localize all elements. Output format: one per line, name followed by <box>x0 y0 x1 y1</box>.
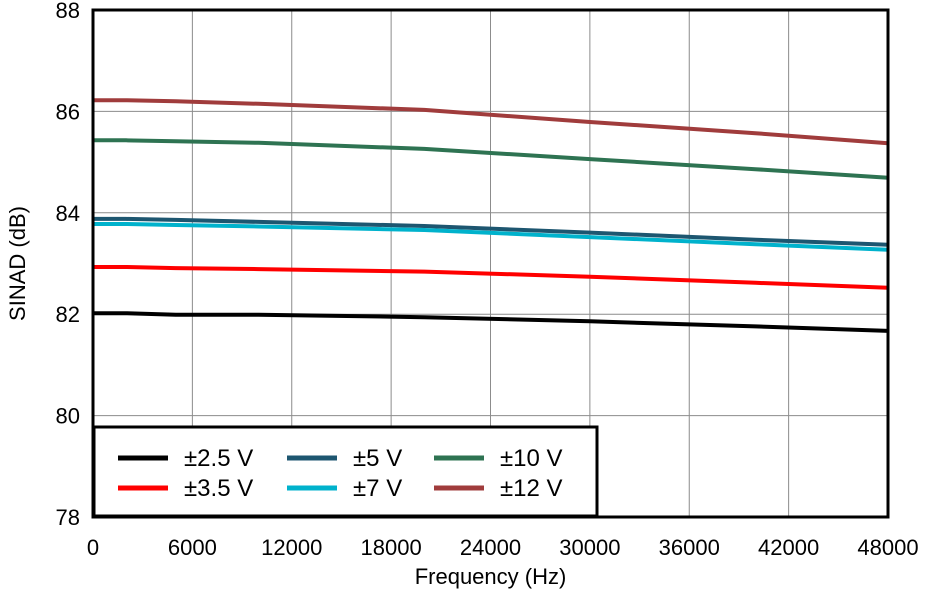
series-lines <box>93 98 889 333</box>
series-line <box>93 216 889 247</box>
x-tick-label: 0 <box>87 535 99 560</box>
y-tick-label: 78 <box>56 505 80 530</box>
y-tick-label: 80 <box>56 404 80 429</box>
x-tick-labels: 0 6000 12000 18000 24000 30000 36000 42000 48000 <box>87 535 919 560</box>
x-tick-label: 12000 <box>261 535 322 560</box>
y-axis-label: SINAD (dB) <box>5 206 30 321</box>
series-line <box>93 222 889 252</box>
legend-label: ±12 V <box>500 475 563 502</box>
x-tick-label: 42000 <box>758 535 819 560</box>
y-tick-label: 88 <box>56 0 80 23</box>
x-tick-label: 24000 <box>460 535 521 560</box>
legend-label: ±7 V <box>353 475 402 502</box>
plot-frame <box>91 8 890 519</box>
x-tick-label: 48000 <box>857 535 918 560</box>
legend-label: ±10 V <box>500 445 563 472</box>
x-tick-label: 6000 <box>168 535 217 560</box>
y-tick-label: 86 <box>56 99 80 124</box>
legend-box <box>92 425 599 518</box>
series-line <box>93 311 889 333</box>
legend: ±2.5 V ±3.5 V ±5 V ±7 V ±10 V ±12 V <box>92 425 599 518</box>
x-tick-label: 18000 <box>361 535 422 560</box>
x-axis-label: Frequency (Hz) <box>415 564 567 589</box>
x-tick-label: 30000 <box>559 535 620 560</box>
legend-label: ±5 V <box>353 445 402 472</box>
y-tick-labels: 78 80 82 84 86 88 <box>56 0 80 530</box>
y-tick-label: 82 <box>56 302 80 327</box>
series-line <box>93 98 889 146</box>
series-line <box>93 138 889 180</box>
legend-label: ±3.5 V <box>184 475 253 502</box>
x-tick-label: 36000 <box>659 535 720 560</box>
legend-label: ±2.5 V <box>184 445 253 472</box>
y-tick-label: 84 <box>56 201 80 226</box>
series-line <box>93 265 889 290</box>
